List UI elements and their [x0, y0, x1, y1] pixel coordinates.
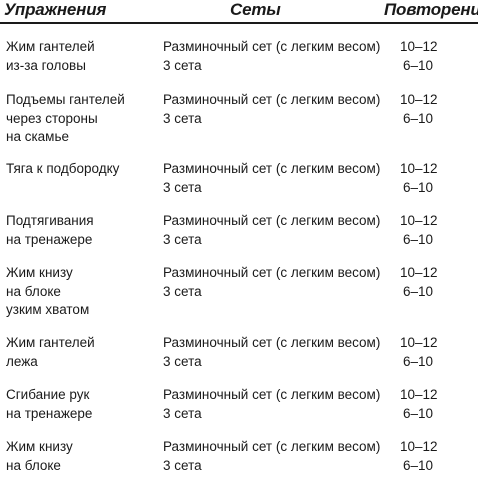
- sets-cell: Разминочный сет (с легким весом) 3 сета: [163, 212, 380, 249]
- reps-line: 6–10: [403, 405, 434, 421]
- sets-line: 3 сета: [163, 179, 202, 195]
- sets-line: 3 сета: [163, 283, 202, 299]
- exercise-name-cell: Жим книзу на блоке: [6, 438, 73, 475]
- exercise-name-line: узким хватом: [6, 302, 90, 317]
- reps-line: 10–12: [400, 92, 438, 107]
- sets-line: Разминочный сет (с легким весом): [163, 92, 381, 107]
- sets-cell: Разминочный сет (с легким весом) 3 сета: [163, 38, 380, 75]
- exercise-name-line: на блоке: [6, 457, 61, 473]
- sets-cell: Разминочный сет (с легким весом) 3 сета: [163, 91, 380, 128]
- exercise-name-line: лежа: [6, 353, 38, 369]
- exercise-name-line: Жим гантелей: [6, 39, 95, 54]
- reps-line: 10–12: [400, 387, 438, 402]
- exercise-name-line: на тренажере: [6, 405, 93, 421]
- header-sets: Сеты: [230, 0, 281, 19]
- exercise-name-line: на тренажере: [6, 231, 93, 247]
- exercise-name-cell: Жим гантелей из-за головы: [6, 38, 95, 75]
- sets-line: 3 сета: [163, 405, 202, 421]
- exercise-name-line: Подтягивания: [6, 213, 94, 228]
- sets-cell: Разминочный сет (с легким весом) 3 сета: [163, 160, 380, 197]
- sets-line: 3 сета: [163, 353, 202, 369]
- reps-cell: 10–12 6–10: [400, 334, 438, 371]
- reps-cell: 10–12 6–10: [400, 264, 438, 301]
- reps-line: 6–10: [403, 231, 434, 247]
- exercise-name-line: Жим книзу: [6, 265, 73, 280]
- reps-cell: 10–12 6–10: [400, 438, 438, 475]
- exercise-name-line: через стороны: [6, 110, 98, 126]
- header-exercise: Упражнения: [4, 0, 107, 19]
- sets-line: 3 сета: [163, 231, 202, 247]
- exercise-name-line: Тяга к подбородку: [6, 161, 120, 176]
- reps-line: 6–10: [403, 110, 434, 126]
- reps-cell: 10–12 6–10: [400, 386, 438, 423]
- reps-line: 10–12: [400, 439, 438, 454]
- exercise-name-cell: Подъемы гантелей через стороны на скамье: [6, 91, 125, 147]
- sets-line: 3 сета: [163, 110, 202, 126]
- exercise-name-line: Сгибание рук: [6, 387, 90, 402]
- sets-line: Разминочный сет (с легким весом): [163, 439, 381, 454]
- reps-cell: 10–12 6–10: [400, 160, 438, 197]
- sets-line: Разминочный сет (с легким весом): [163, 387, 381, 402]
- sets-line: Разминочный сет (с легким весом): [163, 161, 381, 176]
- sets-cell: Разминочный сет (с легким весом) 3 сета: [163, 334, 380, 371]
- exercise-name-cell: Подтягивания на тренажере: [6, 212, 94, 249]
- header-rule: [0, 22, 478, 24]
- reps-cell: 10–12 6–10: [400, 91, 438, 128]
- reps-line: 10–12: [400, 39, 438, 54]
- exercise-name-line: Жим гантелей: [6, 335, 95, 350]
- exercise-name-line: Жим книзу: [6, 439, 73, 454]
- exercise-name-cell: Жим книзу на блоке узким хватом: [6, 264, 89, 320]
- sets-line: Разминочный сет (с легким весом): [163, 335, 381, 350]
- reps-line: 10–12: [400, 213, 438, 228]
- reps-line: 6–10: [403, 457, 434, 473]
- exercise-name-cell: Тяга к подбородку: [6, 160, 119, 179]
- sets-line: Разминочный сет (с легким весом): [163, 39, 381, 54]
- sets-cell: Разминочный сет (с легким весом) 3 сета: [163, 264, 380, 301]
- reps-line: 10–12: [400, 161, 438, 176]
- reps-cell: 10–12 6–10: [400, 212, 438, 249]
- reps-line: 6–10: [403, 179, 434, 195]
- reps-line: 10–12: [400, 335, 438, 350]
- exercise-name-cell: Сгибание рук на тренажере: [6, 386, 92, 423]
- exercise-name-line: из-за головы: [6, 57, 86, 73]
- sets-line: Разминочный сет (с легким весом): [163, 213, 381, 228]
- exercise-name-cell: Жим гантелей лежа: [6, 334, 95, 371]
- reps-line: 10–12: [400, 265, 438, 280]
- reps-line: 6–10: [403, 57, 434, 73]
- sets-line: 3 сета: [163, 57, 202, 73]
- sets-line: 3 сета: [163, 457, 202, 473]
- header-reps: Повторения: [384, 0, 478, 19]
- exercise-name-line: на скамье: [6, 129, 69, 144]
- sets-cell: Разминочный сет (с легким весом) 3 сета: [163, 386, 380, 423]
- exercise-name-line: на блоке: [6, 283, 61, 299]
- reps-cell: 10–12 6–10: [400, 38, 438, 75]
- reps-line: 6–10: [403, 353, 434, 369]
- reps-line: 6–10: [403, 283, 434, 299]
- exercise-name-line: Подъемы гантелей: [6, 92, 125, 107]
- sets-cell: Разминочный сет (с легким весом) 3 сета: [163, 438, 380, 475]
- sets-line: Разминочный сет (с легким весом): [163, 265, 381, 280]
